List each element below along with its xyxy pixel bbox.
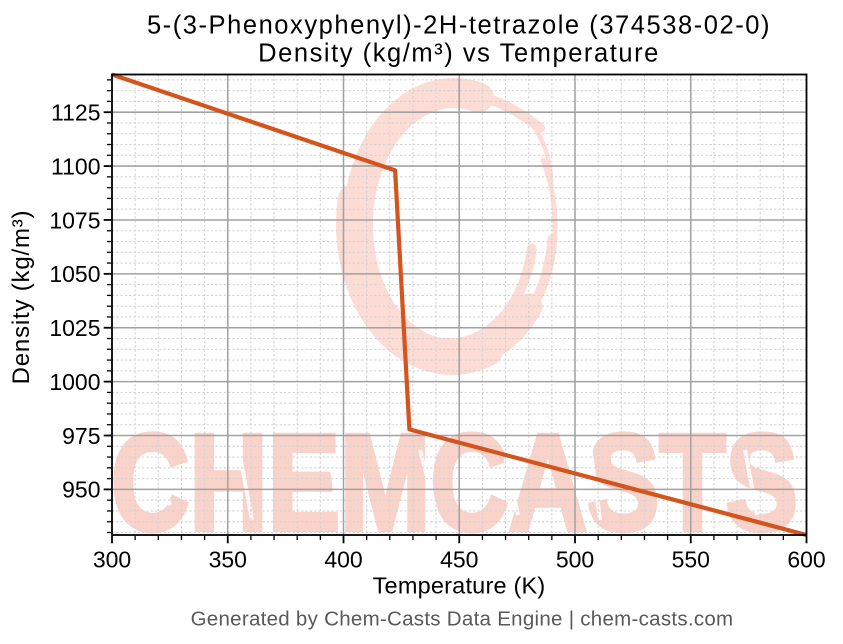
svg-text:1125: 1125 — [51, 100, 100, 126]
svg-text:5-(3-Phenoxyphenyl)-2H-tetrazo: 5-(3-Phenoxyphenyl)-2H-tetrazole (374538… — [147, 12, 771, 40]
svg-text:Generated by Chem-Casts Data E: Generated by Chem-Casts Data Engine | ch… — [191, 608, 734, 631]
svg-text:600: 600 — [787, 547, 825, 573]
svg-text:1025: 1025 — [49, 315, 100, 341]
svg-text:500: 500 — [556, 547, 594, 573]
svg-text:450: 450 — [440, 547, 478, 573]
svg-text:Density (kg/m³): Density (kg/m³) — [8, 210, 35, 385]
svg-text:400: 400 — [324, 547, 362, 573]
svg-text:975: 975 — [62, 423, 100, 449]
svg-text:1100: 1100 — [51, 153, 100, 179]
svg-text:300: 300 — [93, 547, 131, 573]
svg-text:1000: 1000 — [49, 369, 100, 395]
svg-text:550: 550 — [672, 547, 710, 573]
svg-text:1075: 1075 — [49, 207, 100, 233]
svg-text:Temperature (K): Temperature (K) — [373, 573, 546, 599]
svg-text:Density (kg/m³) vs Temperature: Density (kg/m³) vs Temperature — [258, 40, 660, 68]
svg-text:1050: 1050 — [49, 261, 100, 287]
svg-text:950: 950 — [62, 477, 100, 503]
svg-text:CHEMCASTS: CHEMCASTS — [111, 407, 798, 560]
svg-text:350: 350 — [209, 547, 247, 573]
